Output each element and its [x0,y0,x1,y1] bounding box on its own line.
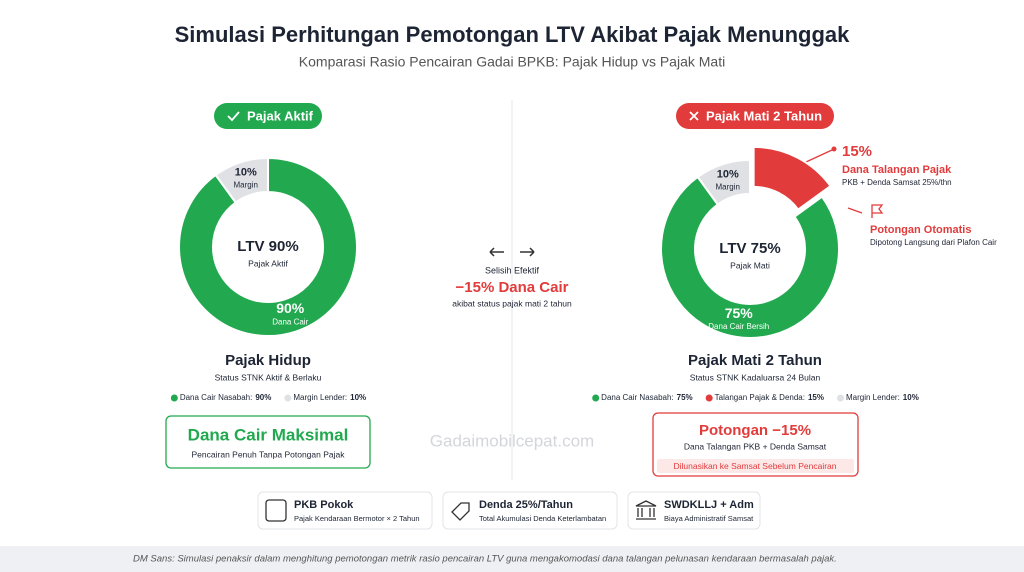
callout-line [805,149,833,163]
center-subtitle: Pajak Mati [730,260,770,270]
card-subtitle: Biaya Administratif Samsat [664,514,754,523]
slice-label: Dana Cair [272,318,308,327]
legend-value: 15% [808,393,824,402]
card-title: PKB Pokok [294,499,354,511]
slice-label: Dana Cair Bersih [708,322,769,331]
card-subtitle: Pajak Kendaraan Bermotor × 2 Tahun [294,514,420,523]
callout-title: Potongan Otomatis [870,224,971,236]
card-icon [635,500,657,520]
legend-dot [284,394,292,402]
slice-label: Margin [234,181,258,190]
center-title: LTV 90% [237,238,298,255]
title: Simulasi Perhitungan Pemotongan LTV Akib… [175,22,851,47]
callout-dot [831,146,837,152]
subtitle: Komparasi Rasio Pencairan Gadai BPKB: Pa… [299,54,725,70]
slice-value: 90% [276,300,305,316]
note-strip [657,459,854,473]
callout-subtitle: PKB + Denda Samsat 25%/thn [842,178,952,187]
slice-value: 75% [725,305,754,321]
legend-value: 10% [350,393,366,402]
arrows-icon [489,247,535,257]
slice-label: Margin [716,183,740,192]
card [627,491,761,530]
card-subtitle: Total Akumulasi Denda Keterlambatan [479,514,606,523]
card [257,491,433,530]
card-title: SWDKLLJ + Adm [664,499,754,511]
callout-title: Dana Talangan Pajak [842,164,952,176]
legend-label: Dana Cair Nasabah: [601,393,673,402]
card [442,491,618,530]
comparison-note: akibat status pajak mati 2 tahun [452,298,572,308]
callout-value: 15% [842,143,872,160]
footer: DM Sans: Simulasi penaksir dalam menghit… [133,554,837,565]
summary-box [165,415,371,469]
donut-slice [660,175,840,339]
legend-value: 90% [255,393,271,402]
donut-slice [178,156,358,337]
legend-value: 10% [903,393,919,402]
chart-title: Pajak Hidup [225,352,311,369]
slice-value: 10% [235,166,257,178]
legend-label: Margin Lender: [846,393,900,402]
legend-dot [836,394,844,402]
legend-dot [592,394,600,402]
summary-title: Potongan −15% [699,422,811,439]
card-icon [265,499,287,522]
legend-label: Dana Cair Nasabah: [180,393,252,402]
check-icon [227,111,240,122]
card-icon [451,502,470,521]
watermark: Gadaimobilcepat.com [430,431,594,450]
center-subtitle: Pajak Aktif [248,258,288,268]
comparison-value: −15% Dana Cair [456,279,569,296]
badge-label: Pajak Aktif [247,108,314,123]
badge [676,103,834,129]
legend-dot [170,394,178,402]
flag-icon [871,204,884,218]
x-icon [689,111,699,121]
callout-line [847,207,863,214]
legend-label: Margin Lender: [293,393,347,402]
legend-value: 75% [677,393,693,402]
callout-subtitle: Dipotong Langsung dari Plafon Cair [870,238,997,247]
card-title: Denda 25%/Tahun [479,499,573,511]
legend-dot [705,394,713,402]
slice-value: 10% [717,168,739,180]
summary-subtitle: Dana Talangan PKB + Denda Samsat [684,441,827,451]
donut-slice [752,145,832,211]
summary-title: Dana Cair Maksimal [188,425,349,444]
summary-note: Dilunasikan ke Samsat Sebelum Pencairan [673,461,836,471]
chart-title: Pajak Mati 2 Tahun [688,352,822,369]
center-title: LTV 75% [719,240,780,257]
badge-label: Pajak Mati 2 Tahun [706,108,822,123]
comparison-label: Selisih Efektif [485,265,540,275]
donut-slice [214,156,269,204]
chart-subtitle: Status STNK Aktif & Berlaku [215,372,322,382]
footer-band [0,546,1024,572]
legend-label: Talangan Pajak & Denda: [715,393,805,402]
summary-subtitle: Pencairan Penuh Tanpa Potongan Pajak [192,449,346,459]
badge [214,103,322,129]
chart-subtitle: Status STNK Kadaluarsa 24 Bulan [690,372,821,382]
